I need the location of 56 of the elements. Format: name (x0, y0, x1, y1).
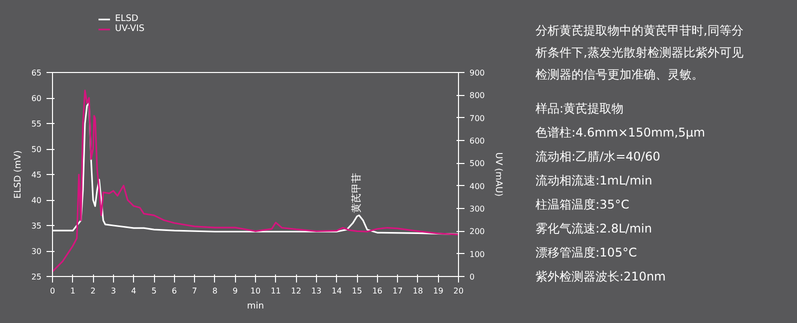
y2-tick-label: 700 (470, 114, 485, 123)
y2-tick-label: 900 (470, 68, 485, 78)
x-tick-label: 18 (412, 286, 423, 296)
y2-tick-label: 0 (470, 272, 475, 282)
y-tick-label: 60 (31, 94, 42, 103)
x-tick-label: 0 (50, 286, 56, 296)
x-tick-label: 2 (90, 286, 96, 296)
x-tick-label: 17 (392, 286, 403, 296)
y2-tick-label: 500 (470, 159, 485, 168)
x-tick-label: 15 (352, 286, 362, 296)
y-tick-label: 35 (31, 222, 42, 230)
y-tick-label: 50 (31, 145, 42, 154)
x-tick-label: 12 (291, 286, 302, 296)
y2-tick-label: 600 (470, 136, 485, 146)
x-tick-label: 14 (332, 286, 342, 296)
y-axis-title: ELSD (mV) (13, 150, 24, 199)
x-tick-label: 5 (151, 286, 157, 296)
y-tick-label: 65 (31, 68, 42, 78)
line-series (52, 90, 458, 272)
y-tick-label: 45 (31, 170, 42, 180)
y2-tick-label: 300 (470, 204, 485, 214)
y2-tick-label: 800 (470, 91, 485, 100)
x-axis-title: min (247, 302, 264, 312)
x-tick-label: 9 (232, 286, 238, 296)
text: 柱温箱温度:35°C (536, 198, 630, 212)
text: 分析黄芪提取物中的黄芪甲苷时,同等分析条件下,蒸发光散射检测器比紫外可见检测器的信号更加准确、灵敏。 (534, 24, 744, 82)
y2-axis-title: UV (mAU) (492, 152, 503, 197)
y-tick-label: 25 (31, 272, 42, 282)
text: 漂移管温度:105°C (536, 246, 637, 260)
x-tick-label: 1 (70, 286, 76, 296)
text: 紫外检测器波长:210nm (536, 270, 666, 284)
y2-tick-label: 100 (470, 250, 485, 259)
y-tick-label: 30 (31, 247, 42, 256)
text: 雾化气流速:2.8L/min (536, 222, 652, 236)
x-tick-label: 19 (433, 286, 444, 296)
x-tick-label: 20 (453, 286, 464, 296)
x-tick-label: 3 (110, 286, 116, 296)
y-tick-label: 40 (31, 196, 42, 205)
legend-label: UV-VIS (115, 24, 144, 34)
x-tick-label: 13 (311, 286, 322, 296)
x-tick-label: 16 (372, 286, 382, 296)
legend-label: ELSD (115, 14, 138, 24)
text: 流动相:乙腈/水=40/60 (536, 150, 660, 164)
x-tick-label: 7 (192, 286, 198, 296)
y2-tick-label: 400 (470, 182, 485, 191)
text: 样品:黄芪提取物 (536, 102, 624, 116)
x-tick-label: 6 (172, 286, 177, 296)
annotation: 黄芪甲苷 (350, 172, 362, 213)
x-tick-label: 11 (270, 286, 281, 296)
y-tick-label: 55 (31, 120, 42, 128)
text: 色谱柱:4.6mm×150mm,5μm (536, 126, 706, 140)
text: 流动相流速:1mL/min (536, 174, 652, 188)
x-tick-label: 8 (212, 286, 218, 296)
x-tick-label: 4 (131, 286, 136, 296)
x-tick-label: 10 (250, 286, 261, 296)
y2-tick-label: 200 (470, 227, 485, 236)
